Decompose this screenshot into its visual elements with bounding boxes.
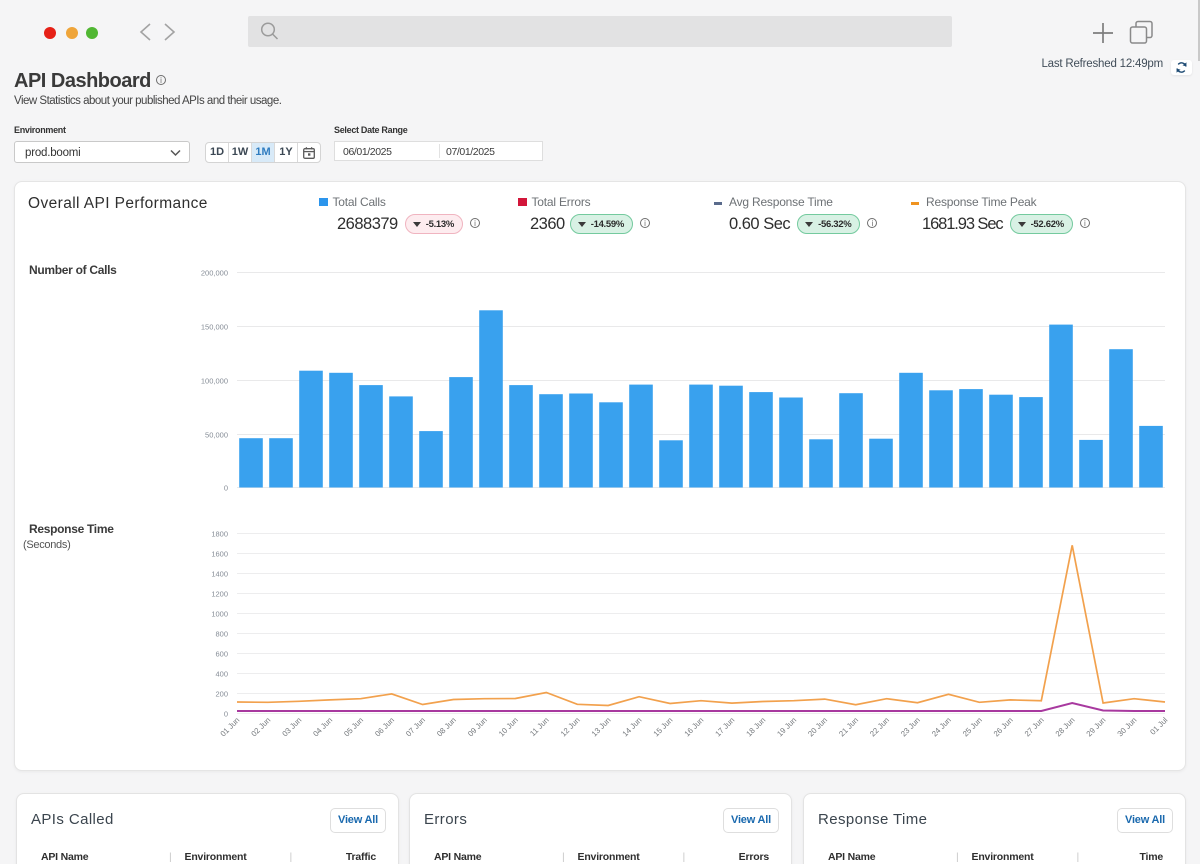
svg-text:07 Jun: 07 Jun [404, 716, 427, 739]
svg-text:04 Jun: 04 Jun [311, 716, 334, 739]
svg-text:21 Jun: 21 Jun [837, 716, 860, 739]
svg-text:600: 600 [215, 649, 228, 658]
svg-text:1200: 1200 [211, 589, 228, 598]
svg-text:27 Jun: 27 Jun [1023, 716, 1046, 739]
svg-text:01 Jun: 01 Jun [218, 716, 241, 739]
svg-text:1000: 1000 [211, 609, 228, 618]
svg-text:05 Jun: 05 Jun [342, 716, 365, 739]
svg-text:06 Jun: 06 Jun [373, 716, 396, 739]
svg-text:12 Jun: 12 Jun [559, 716, 582, 739]
svg-text:24 Jun: 24 Jun [930, 716, 953, 739]
svg-text:0: 0 [224, 483, 228, 492]
svg-text:03 Jun: 03 Jun [280, 716, 303, 739]
svg-text:150,000: 150,000 [201, 322, 228, 331]
svg-text:1600: 1600 [211, 549, 228, 558]
svg-text:15 Jun: 15 Jun [652, 716, 675, 739]
svg-text:26 Jun: 26 Jun [992, 716, 1015, 739]
svg-text:16 Jun: 16 Jun [682, 716, 705, 739]
svg-text:800: 800 [215, 629, 228, 638]
svg-text:1800: 1800 [211, 529, 228, 538]
svg-text:200: 200 [215, 689, 228, 698]
svg-text:1400: 1400 [211, 569, 228, 578]
svg-text:02 Jun: 02 Jun [249, 716, 272, 739]
svg-text:08 Jun: 08 Jun [435, 716, 458, 739]
svg-text:23 Jun: 23 Jun [899, 716, 922, 739]
svg-text:100,000: 100,000 [201, 376, 228, 385]
svg-text:11 Jun: 11 Jun [528, 716, 551, 739]
svg-text:200,000: 200,000 [201, 268, 228, 277]
svg-text:22 Jun: 22 Jun [868, 716, 891, 739]
svg-text:28 Jun: 28 Jun [1054, 716, 1077, 739]
svg-text:29 Jun: 29 Jun [1085, 716, 1108, 739]
svg-text:18 Jun: 18 Jun [744, 716, 767, 739]
svg-text:20 Jun: 20 Jun [806, 716, 829, 739]
svg-text:25 Jun: 25 Jun [961, 716, 984, 739]
svg-text:17 Jun: 17 Jun [713, 716, 736, 739]
svg-text:09 Jun: 09 Jun [466, 716, 489, 739]
svg-text:19 Jun: 19 Jun [775, 716, 798, 739]
svg-text:30 Jun: 30 Jun [1116, 716, 1139, 739]
svg-text:50,000: 50,000 [205, 430, 228, 439]
svg-text:13 Jun: 13 Jun [590, 716, 613, 739]
svg-text:14 Jun: 14 Jun [621, 716, 644, 739]
svg-text:0: 0 [224, 709, 228, 718]
svg-text:10 Jun: 10 Jun [497, 716, 520, 739]
svg-text:01 Jul: 01 Jul [1148, 715, 1169, 736]
svg-text:400: 400 [215, 669, 228, 678]
